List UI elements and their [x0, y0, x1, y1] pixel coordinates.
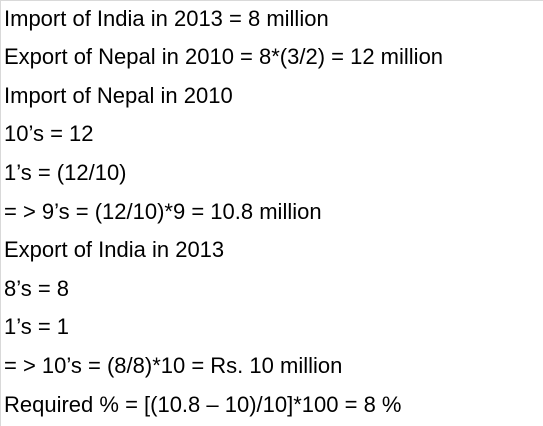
heading-export-india-2013: Export of India in 2013 — [4, 237, 225, 262]
line-required-percentage: Required % = [(10.8 – 10)/10]*100 = 8 % — [4, 392, 402, 417]
line-eights-equals-eight: 8’s = 8 — [4, 276, 70, 301]
line-ones-equals-one: 1’s = 1 — [4, 314, 70, 339]
line-import-india-2013: Import of India in 2013 = 8 million — [4, 6, 329, 31]
line-nines-result: = > 9’s = (12/10)*9 = 10.8 million — [4, 199, 322, 224]
heading-import-nepal-2010: Import of Nepal in 2010 — [4, 83, 233, 108]
line-export-nepal-2010: Export of Nepal in 2010 = 8*(3/2) = 12 m… — [4, 44, 444, 69]
line-ones-value: 1’s = (12/10) — [4, 160, 127, 185]
line-tens-result: = > 10’s = (8/8)*10 = Rs. 10 million — [4, 353, 343, 378]
line-tens-equals-twelve: 10’s = 12 — [4, 121, 94, 146]
